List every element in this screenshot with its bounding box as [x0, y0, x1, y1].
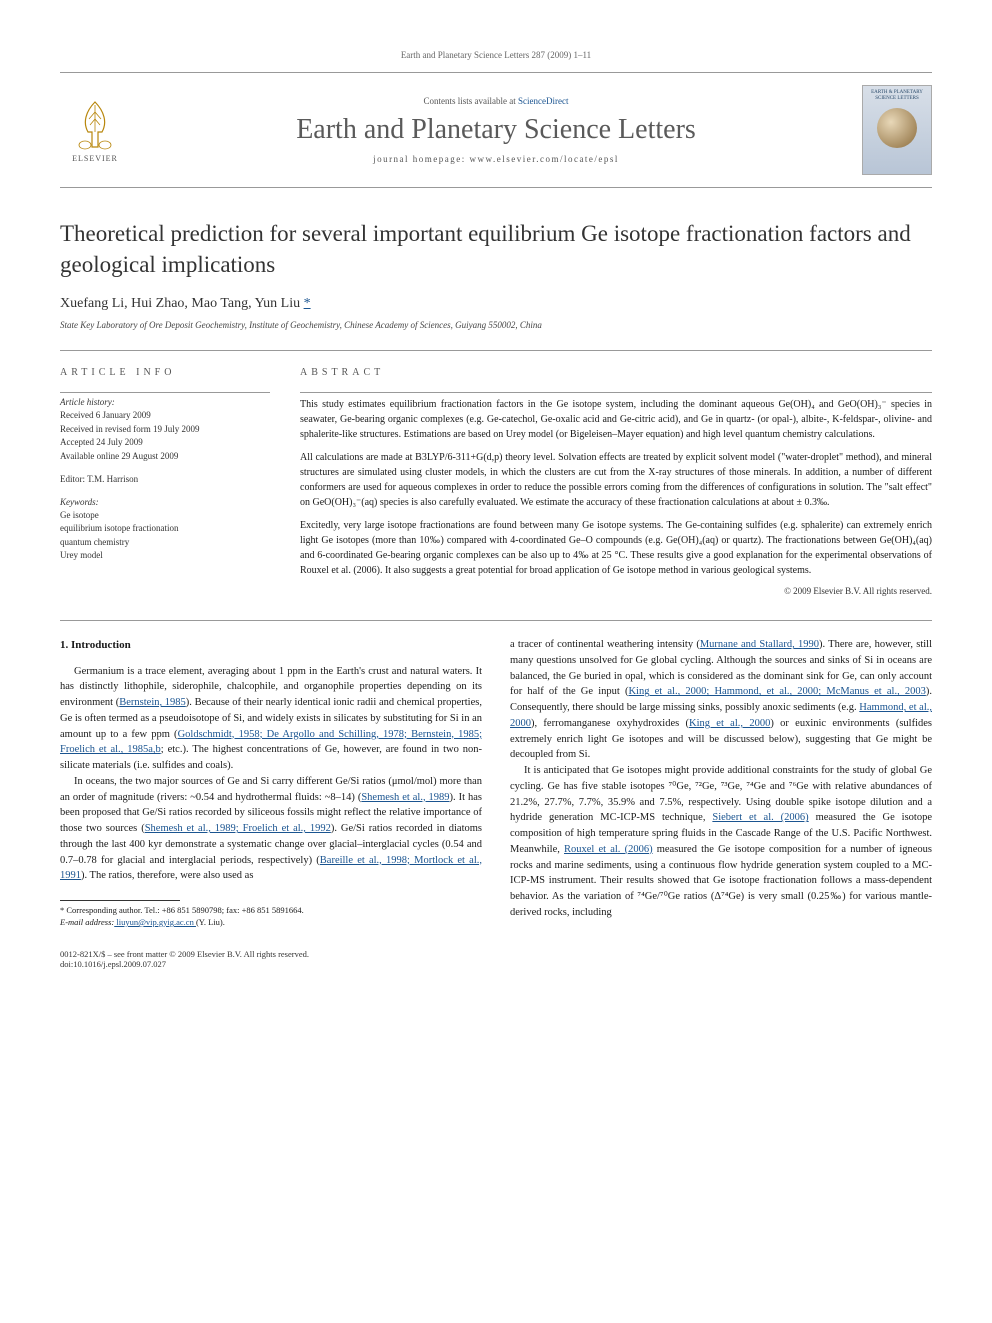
citation-link[interactable]: Shemesh et al., 1989 [361, 792, 449, 803]
article-history-label: Article history: [60, 397, 270, 407]
corresponding-author-footnote: * Corresponding author. Tel.: +86 851 58… [60, 905, 482, 929]
body-para-4: It is anticipated that Ge isotopes might… [510, 763, 932, 921]
elsevier-tree-icon [70, 97, 120, 152]
contents-prefix: Contents lists available at [424, 96, 518, 106]
journal-name: Earth and Planetary Science Letters [130, 114, 862, 146]
affiliation: State Key Laboratory of Ore Deposit Geoc… [60, 320, 932, 330]
citation-link[interactable]: Rouxel et al. (2006) [564, 844, 653, 855]
elsevier-label: ELSEVIER [72, 154, 118, 163]
page-footer: 0012-821X/$ – see front matter © 2009 El… [60, 949, 932, 969]
corresponding-author-marker[interactable]: * [304, 296, 311, 311]
citation-link[interactable]: King et al., 2000 [689, 718, 770, 729]
abstract-para-1: This study estimates equilibrium fractio… [300, 397, 932, 442]
footer-doi: doi:10.1016/j.epsl.2009.07.027 [60, 959, 309, 969]
footer-copyright: 0012-821X/$ – see front matter © 2009 El… [60, 949, 309, 959]
elsevier-logo: ELSEVIER [60, 90, 130, 170]
email-label: E-mail address: [60, 917, 114, 927]
editor-line: Editor: T.M. Harrison [60, 473, 270, 487]
info-abstract-row: ARTICLE INFO Article history: Received 6… [60, 350, 932, 596]
sciencedirect-link[interactable]: ScienceDirect [518, 96, 568, 106]
homepage-url: www.elsevier.com/locate/epsl [470, 154, 619, 164]
cover-globe-icon [877, 108, 917, 148]
footnote-corr-line: * Corresponding author. Tel.: +86 851 58… [60, 905, 482, 917]
body-para-2: In oceans, the two major sources of Ge a… [60, 774, 482, 884]
body-two-column: 1. Introduction Germanium is a trace ele… [60, 637, 932, 929]
homepage-prefix: journal homepage: [373, 154, 469, 164]
article-title: Theoretical prediction for several impor… [60, 218, 932, 280]
citation-link[interactable]: Siebert et al. (2006) [712, 812, 808, 823]
citation-link[interactable]: Murnane and Stallard, 1990 [700, 639, 819, 650]
footer-left: 0012-821X/$ – see front matter © 2009 El… [60, 949, 309, 969]
email-link[interactable]: liuyun@vip.gyig.ac.cn [114, 917, 196, 927]
article-info-heading: ARTICLE INFO [60, 367, 270, 378]
contents-available-line: Contents lists available at ScienceDirec… [130, 96, 862, 106]
journal-masthead: ELSEVIER Contents lists available at Sci… [60, 72, 932, 188]
body-para-3: a tracer of continental weathering inten… [510, 637, 932, 763]
citation-link[interactable]: Shemesh et al., 1989; Froelich et al., 1… [145, 823, 331, 834]
masthead-center: Contents lists available at ScienceDirec… [130, 96, 862, 164]
section-1-heading: 1. Introduction [60, 637, 482, 654]
author-list: Xuefang Li, Hui Zhao, Mao Tang, Yun Liu … [60, 296, 932, 312]
journal-cover-thumbnail: EARTH & PLANETARY SCIENCE LETTERS [862, 85, 932, 175]
abstract-column: ABSTRACT This study estimates equilibriu… [300, 367, 932, 596]
citation-link[interactable]: King et al., 2000; Hammond, et al., 2000… [628, 686, 925, 697]
footnote-email-line: E-mail address: liuyun@vip.gyig.ac.cn (Y… [60, 917, 482, 929]
abstract-para-2: All calculations are made at B3LYP/6-311… [300, 450, 932, 510]
article-info-column: ARTICLE INFO Article history: Received 6… [60, 367, 270, 596]
journal-homepage-line: journal homepage: www.elsevier.com/locat… [130, 154, 862, 164]
citation-link[interactable]: Bernstein, 1985 [119, 697, 186, 708]
abstract-copyright: © 2009 Elsevier B.V. All rights reserved… [300, 586, 932, 596]
abstract-para-3: Excitedly, very large isotope fractionat… [300, 518, 932, 578]
cover-mini-title: EARTH & PLANETARY SCIENCE LETTERS [867, 90, 927, 102]
article-history: Received 6 January 2009 Received in revi… [60, 409, 270, 463]
footnote-divider [60, 900, 180, 901]
keywords-list: Ge isotope equilibrium isotope fractiona… [60, 509, 270, 563]
running-header: Earth and Planetary Science Letters 287 … [60, 50, 932, 60]
abstract-heading: ABSTRACT [300, 367, 932, 378]
keywords-label: Keywords: [60, 497, 270, 507]
email-suffix: (Y. Liu). [196, 917, 225, 927]
body-para-1: Germanium is a trace element, averaging … [60, 664, 482, 774]
author-names: Xuefang Li, Hui Zhao, Mao Tang, Yun Liu [60, 296, 304, 311]
